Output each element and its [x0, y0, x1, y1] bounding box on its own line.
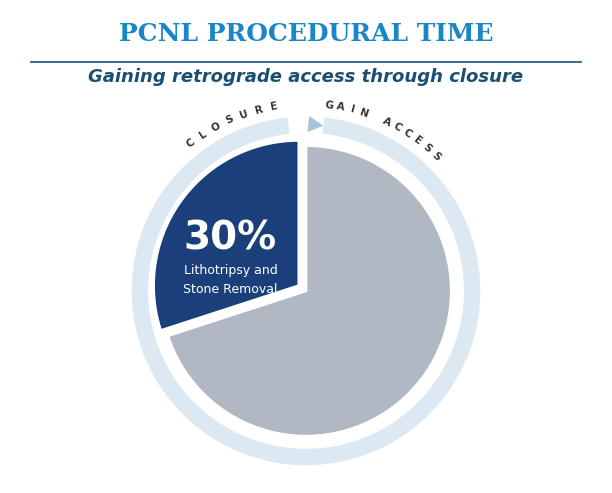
Text: O: O: [210, 120, 223, 133]
Text: L: L: [198, 129, 209, 141]
Text: C: C: [401, 128, 414, 140]
Polygon shape: [168, 145, 451, 436]
Text: A: A: [336, 102, 346, 113]
Text: Lithotripsy and: Lithotripsy and: [184, 264, 277, 277]
Text: S: S: [430, 150, 442, 163]
Text: E: E: [269, 101, 278, 112]
Polygon shape: [154, 141, 299, 331]
Polygon shape: [132, 117, 480, 465]
Text: C: C: [185, 137, 197, 150]
Text: S: S: [421, 142, 433, 154]
Text: G: G: [324, 100, 334, 111]
Text: C: C: [392, 121, 403, 134]
Text: U: U: [239, 108, 250, 121]
Text: E: E: [412, 135, 424, 147]
Polygon shape: [307, 116, 323, 132]
Text: N: N: [359, 107, 370, 119]
Text: I: I: [349, 105, 356, 115]
Text: PCNL PROCEDURAL TIME: PCNL PROCEDURAL TIME: [119, 22, 493, 46]
Text: Gaining retrograde access through closure: Gaining retrograde access through closur…: [89, 68, 523, 86]
Text: S: S: [225, 114, 236, 126]
Text: Stone Removal: Stone Removal: [183, 282, 278, 296]
Text: R: R: [253, 104, 264, 116]
Text: 30%: 30%: [184, 219, 277, 257]
Text: A: A: [381, 116, 392, 128]
